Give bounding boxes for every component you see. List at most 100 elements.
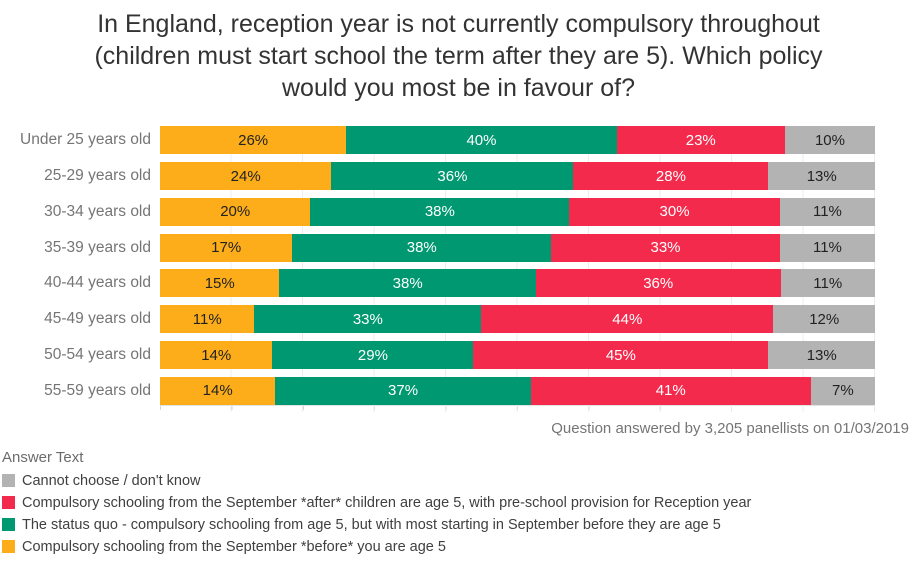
bar-segment: 14% — [160, 376, 276, 405]
bar-value-label: 40% — [466, 131, 497, 149]
category-label: 30-34 years old — [44, 202, 151, 220]
bar-value-label: 7% — [831, 382, 854, 400]
bar-segment: 12% — [773, 305, 875, 334]
bar-segment: 11% — [780, 269, 875, 298]
bar-value-label: 14% — [202, 382, 233, 400]
bar-value-label: 13% — [806, 346, 837, 364]
bar-value-label: 11% — [812, 203, 842, 221]
bar-segment: 11% — [160, 305, 255, 334]
bar-value-label: 45% — [605, 346, 636, 364]
legend-item: Compulsory schooling from the September … — [2, 492, 917, 514]
legend-swatch — [2, 540, 15, 554]
bar-value-label: 36% — [437, 167, 468, 185]
category-label: 35-39 years old — [44, 238, 151, 256]
bar-segment: 14% — [160, 341, 273, 370]
chart-row: 25-29 years old 24% 36% 28% 13% — [0, 162, 917, 191]
chart-title: In England, reception year is not curren… — [0, 0, 917, 104]
footnote: Question answered by 3,205 panellists on… — [551, 419, 909, 437]
bar-value-label: 33% — [650, 239, 681, 257]
chart-row: 40-44 years old 15% 38% 36% 11% — [0, 269, 917, 298]
bar-value-label: 10% — [814, 131, 845, 149]
category-label: 50-54 years old — [44, 346, 151, 364]
category-label: 55-59 years old — [44, 381, 151, 399]
legend-swatch — [2, 518, 15, 532]
bar-value-label: 15% — [204, 274, 235, 292]
bar-track: 14% 29% 45% 13% — [160, 341, 875, 370]
bar-segment: 10% — [784, 126, 876, 155]
chart-row: 30-34 years old 20% 38% 30% 11% — [0, 197, 917, 226]
legend-swatch — [2, 496, 15, 510]
bar-segment: 7% — [810, 376, 875, 405]
bar-value-label: 30% — [659, 203, 690, 221]
legend-title: Answer Text — [2, 448, 84, 466]
chart-title-line-1: In England, reception year is not curren… — [97, 10, 820, 38]
legend-item: The status quo - compulsory schooling fr… — [2, 514, 917, 536]
legend: Answer Text Cannot choose / don't know C… — [0, 449, 917, 558]
bar-value-label: 14% — [201, 346, 232, 364]
bar-value-label: 41% — [655, 382, 686, 400]
bar-segment: 30% — [569, 197, 780, 226]
bar-segment: 37% — [275, 376, 531, 405]
bar-segment: 45% — [473, 341, 769, 370]
category-label: 45-49 years old — [44, 310, 151, 328]
bar-segment: 13% — [768, 162, 875, 191]
bar-value-label: 33% — [352, 310, 383, 328]
chart-row: 50-54 years old 14% 29% 45% 13% — [0, 341, 917, 370]
legend-item: Cannot choose / don't know — [2, 470, 917, 492]
bar-value-label: 11% — [813, 274, 843, 292]
bar-value-label: 11% — [192, 310, 222, 328]
bar-segment: 28% — [573, 162, 769, 191]
stacked-bar-chart: Under 25 years old 26% 40% 23% 10% 25-29 ye… — [0, 126, 917, 413]
bar-segment: 38% — [292, 233, 552, 262]
bar-value-label: 12% — [809, 310, 840, 328]
bar-value-label: 44% — [612, 310, 643, 328]
chart-title-line-3: would you most be in favour of? — [282, 73, 635, 102]
bar-track: 20% 38% 30% 11% — [160, 197, 875, 226]
bar-segment: 44% — [481, 305, 774, 334]
legend-item: Compulsory schooling from the September … — [2, 536, 917, 558]
bar-value-label: 23% — [685, 131, 716, 149]
bar-value-label: 38% — [392, 274, 423, 292]
bar-value-label: 29% — [357, 346, 388, 364]
bar-segment: 13% — [768, 341, 875, 370]
bar-segment: 20% — [160, 197, 311, 226]
bar-segment: 17% — [160, 233, 293, 262]
bar-track: 15% 38% 36% 11% — [160, 269, 875, 298]
legend-label: The status quo - compulsory schooling fr… — [22, 516, 721, 533]
bar-value-label: 38% — [406, 239, 437, 257]
bar-track: 26% 40% 23% 10% — [160, 126, 876, 155]
bar-value-label: 36% — [643, 274, 674, 292]
legend-label: Compulsory schooling from the September … — [22, 494, 752, 511]
category-label: 25-29 years old — [44, 167, 151, 185]
bar-value-label: 11% — [812, 239, 842, 257]
legend-label: Compulsory schooling from the September … — [22, 538, 446, 555]
bar-value-label: 38% — [424, 203, 455, 221]
bar-value-label: 28% — [655, 167, 686, 185]
bar-track: 11% 33% 44% 12% — [160, 305, 875, 334]
bar-track: 24% 36% 28% 13% — [160, 162, 875, 191]
chart-row: 55-59 years old 14% 37% 41% 7% — [0, 376, 917, 405]
chart-row: 35-39 years old 17% 38% 33% 11% — [0, 233, 917, 262]
bar-value-label: 26% — [238, 131, 269, 149]
bar-segment: 38% — [310, 197, 570, 226]
legend-label: Cannot choose / don't know — [22, 472, 201, 489]
bar-segment: 23% — [616, 126, 785, 155]
bar-value-label: 17% — [211, 239, 242, 257]
bar-value-label: 13% — [806, 167, 837, 185]
legend-swatch — [2, 474, 15, 488]
bar-segment: 36% — [331, 162, 574, 191]
bar-segment: 36% — [535, 269, 781, 298]
bar-segment: 38% — [279, 269, 536, 298]
bar-segment: 41% — [530, 376, 811, 405]
bar-segment: 11% — [779, 233, 875, 262]
bar-value-label: 24% — [230, 167, 261, 185]
bar-segment: 26% — [160, 126, 347, 155]
chart-row: Under 25 years old 26% 40% 23% 10% — [0, 126, 917, 155]
chart-title-line-2: (children must start school the term aft… — [94, 41, 823, 70]
bar-segment: 11% — [779, 197, 875, 226]
legend-items: Cannot choose / don't know Compulsory sc… — [2, 470, 917, 558]
bar-value-label: 37% — [388, 382, 419, 400]
chart-rows: Under 25 years old 26% 40% 23% 10% 25-29 ye… — [0, 126, 917, 405]
bar-segment: 33% — [551, 233, 780, 262]
